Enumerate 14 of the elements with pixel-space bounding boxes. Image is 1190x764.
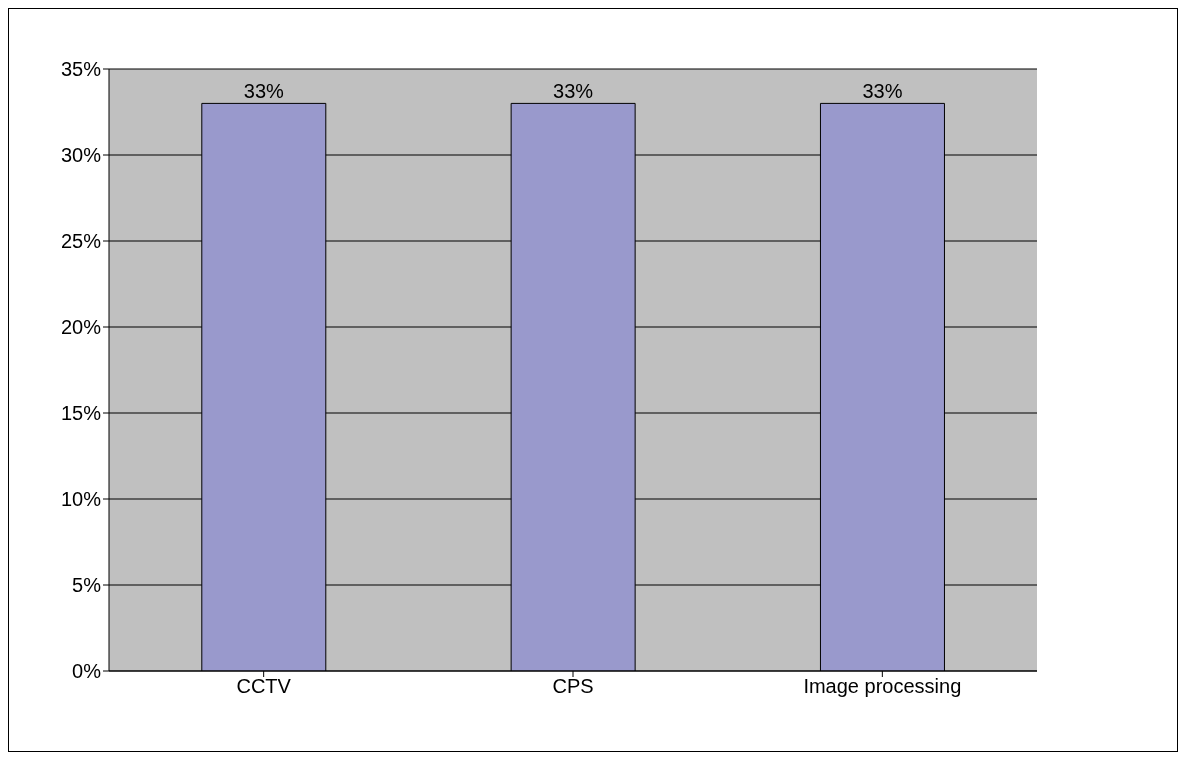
x-tick-label: Image processing (803, 675, 962, 698)
data-label: 33% (553, 80, 594, 103)
data-label: 33% (862, 80, 903, 103)
y-tick-label: 15% (60, 402, 102, 425)
y-tick-label: 35% (60, 58, 102, 81)
y-tick-label: 25% (60, 230, 102, 253)
y-tick-label: 5% (72, 574, 102, 597)
y-tick-label: 30% (60, 144, 102, 167)
y-tick-label: 20% (60, 316, 102, 339)
x-tick-label: CCTV (236, 675, 292, 698)
x-tick-label: CPS (552, 675, 594, 698)
y-tick-label: 0% (72, 660, 102, 683)
y-tick-label: 10% (60, 488, 102, 511)
data-label: 33% (243, 80, 285, 103)
